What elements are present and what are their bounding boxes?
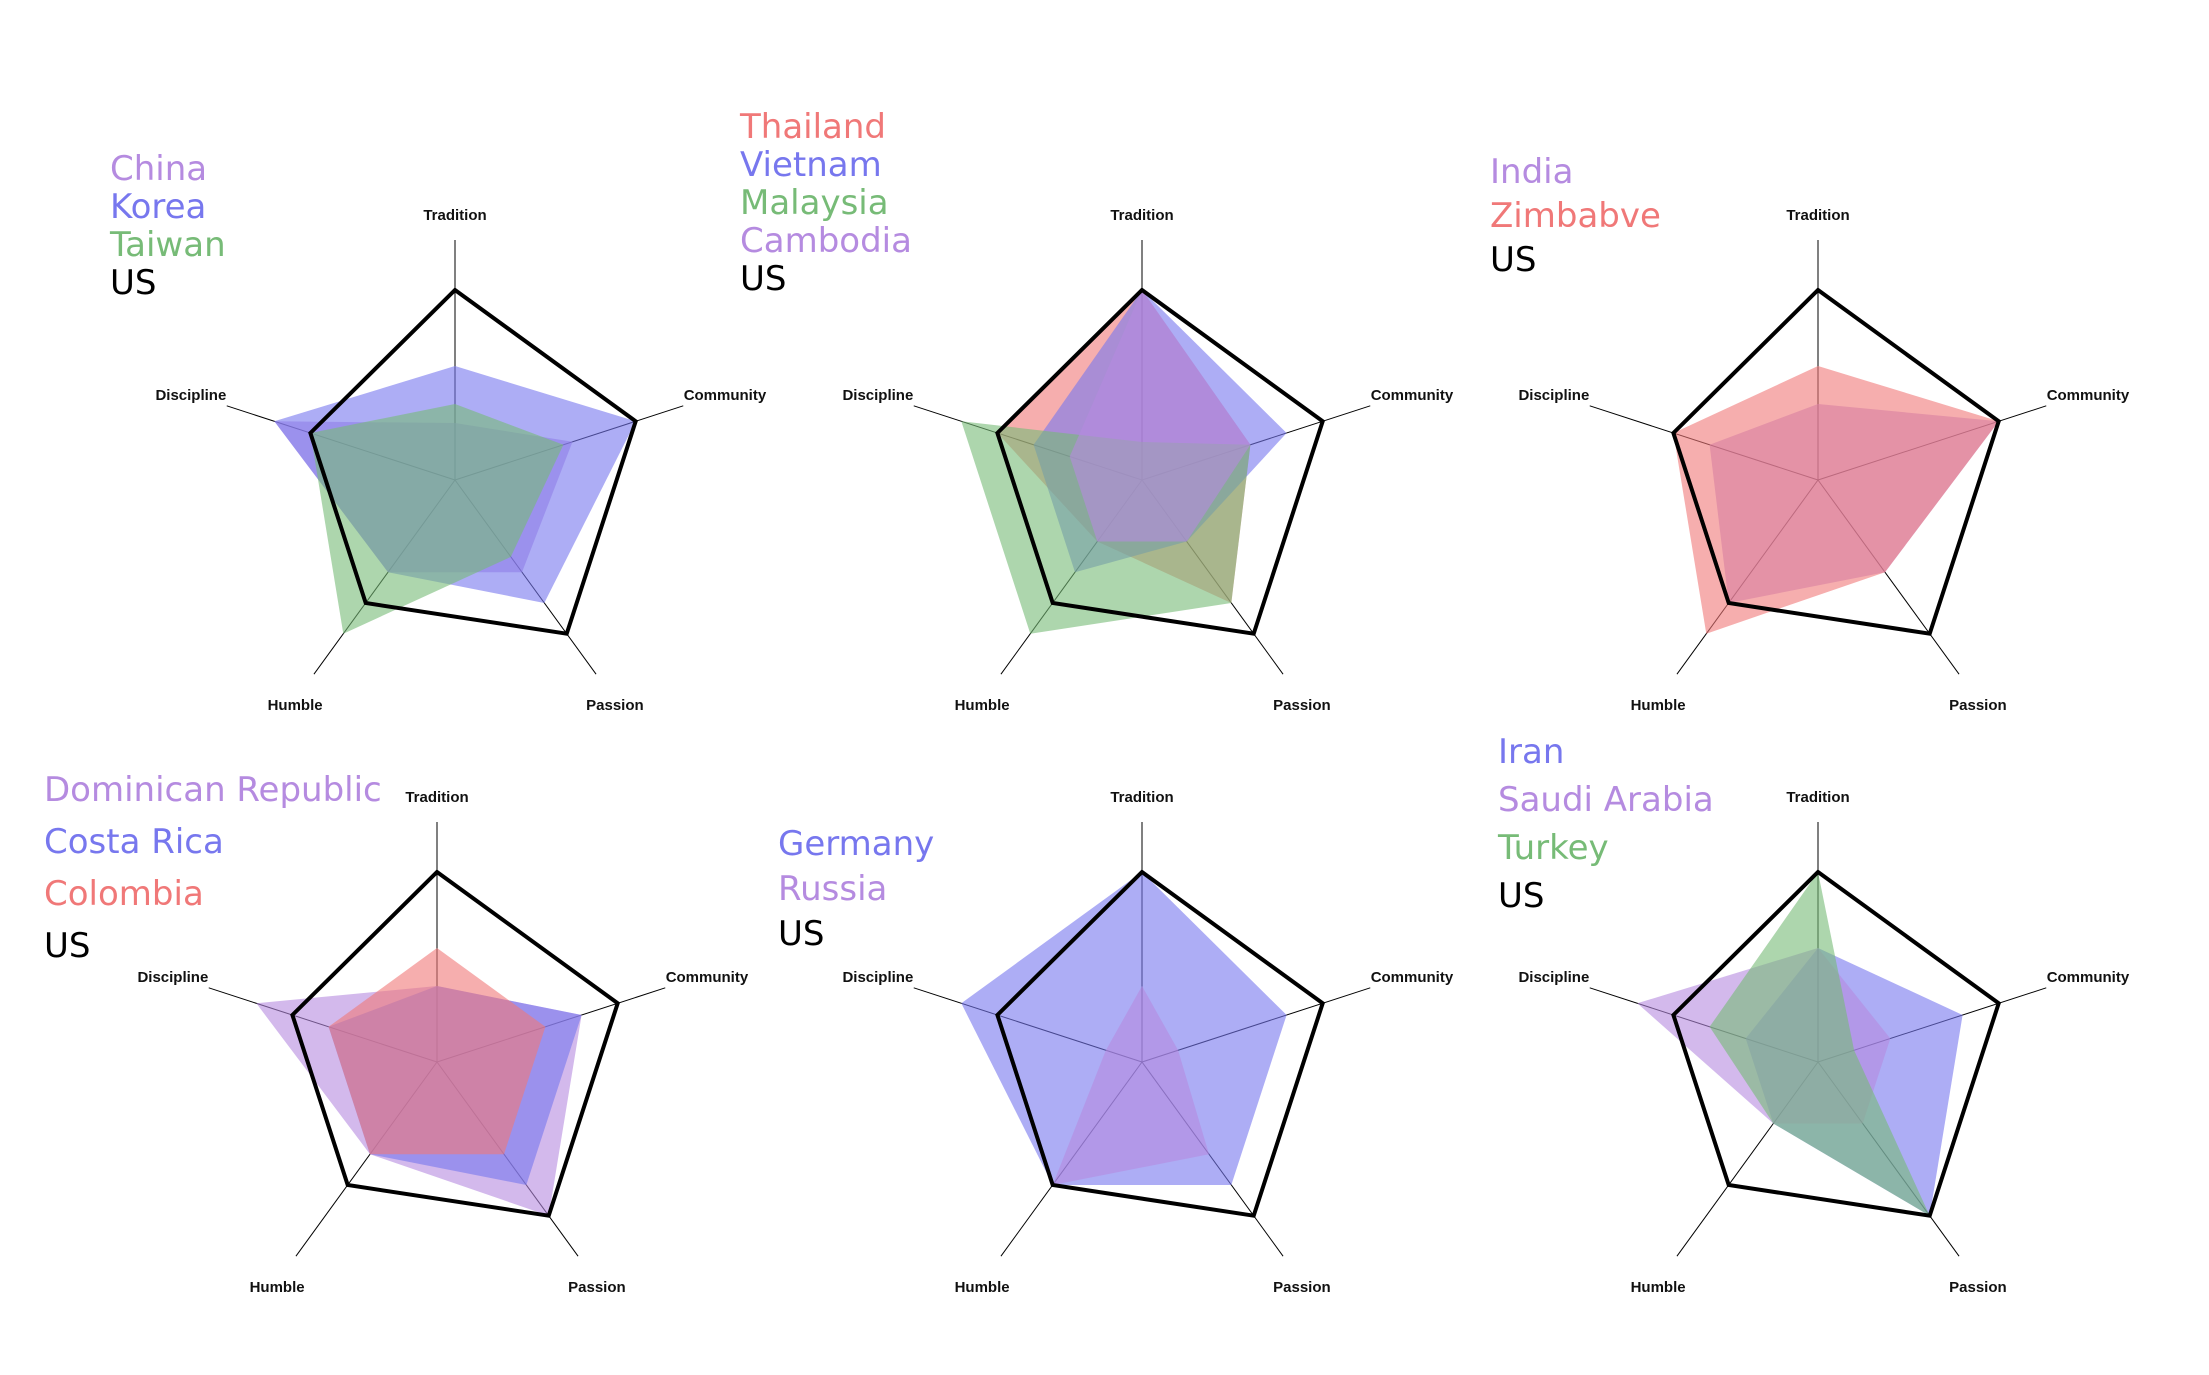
- axis-label-community: Community: [666, 969, 749, 986]
- legend-item: Turkey: [1498, 828, 1609, 868]
- axis-label-humble: Humble: [268, 697, 323, 714]
- axis-label-tradition: Tradition: [1110, 789, 1173, 806]
- axis-label-passion: Passion: [1949, 697, 2007, 714]
- axis-label-passion: Passion: [1273, 1279, 1331, 1296]
- axis-label-community: Community: [684, 387, 767, 404]
- axis-label-humble: Humble: [955, 1279, 1010, 1296]
- axis-label-passion: Passion: [568, 1279, 626, 1296]
- legend-4: Dominican Republic Costa Rica Colombia U…: [44, 764, 382, 972]
- axis-label-tradition: Tradition: [1110, 207, 1173, 224]
- axis-label-community: Community: [1371, 969, 1454, 986]
- legend-item: Germany: [778, 824, 935, 864]
- legend-item: China: [110, 149, 208, 189]
- legend-5: Germany Russia US: [778, 822, 934, 957]
- axis-label-tradition: Tradition: [1786, 789, 1849, 806]
- legend-2: Thailand Vietnam Malaysia Cambodia US: [740, 108, 912, 298]
- radar-chart-4: Tradition Community Passion Humble Disciplin…: [137, 789, 748, 1296]
- axis-label-passion: Passion: [1949, 1279, 2007, 1296]
- legend-item: US: [44, 926, 91, 966]
- legend-item: Dominican Republic: [44, 770, 382, 810]
- legend-item: Costa Rica: [44, 822, 224, 862]
- axis-label-passion: Passion: [1273, 697, 1331, 714]
- legend-item: Russia: [778, 869, 888, 909]
- legend-item: Thailand: [740, 107, 887, 147]
- axis-label-discipline: Discipline: [1518, 387, 1589, 404]
- legend-item: Iran: [1498, 732, 1565, 772]
- axis-label-passion: Passion: [586, 697, 644, 714]
- legend-1: China Korea Taiwan US: [110, 150, 226, 302]
- series-us-polygon: [995, 287, 1326, 636]
- series-turkey-polygon: [1709, 872, 1930, 1216]
- series-zimbabve-polygon: [1673, 366, 1999, 634]
- series-cambodia-polygon: [1069, 290, 1251, 542]
- series-taiwan-polygon: [310, 404, 564, 634]
- legend-item: Malaysia: [740, 183, 889, 223]
- series-russia-polygon: [1052, 986, 1209, 1185]
- legend-item: Saudi Arabia: [1498, 780, 1714, 820]
- legend-item: Taiwan: [110, 225, 226, 265]
- axis-label-humble: Humble: [1631, 697, 1686, 714]
- legend-item: Zimbabve: [1490, 196, 1661, 236]
- series-us-polygon: [995, 869, 1326, 1218]
- series-us-polygon: [308, 287, 639, 636]
- legend-item: US: [110, 263, 157, 303]
- axis-label-tradition: Tradition: [1786, 207, 1849, 224]
- axis-label-tradition: Tradition: [423, 207, 486, 224]
- axis-label-community: Community: [1371, 387, 1454, 404]
- axis-label-discipline: Discipline: [137, 969, 208, 986]
- series-colombia-polygon: [328, 948, 546, 1155]
- axis-label-discipline: Discipline: [842, 387, 913, 404]
- series-us-polygon: [1671, 287, 2002, 636]
- radar-chart-2: Tradition Community Passion Humble Disciplin…: [842, 207, 1453, 714]
- legend-item: Korea: [110, 187, 207, 227]
- radar-chart-5: Tradition Community Passion Humble Disciplin…: [842, 789, 1453, 1296]
- series-us-polygon: [290, 869, 621, 1218]
- axis-label-humble: Humble: [1631, 1279, 1686, 1296]
- axis-label-discipline: Discipline: [155, 387, 226, 404]
- axis-label-discipline: Discipline: [842, 969, 913, 986]
- legend-item: Colombia: [44, 874, 204, 914]
- legend-item: India: [1490, 152, 1574, 192]
- legend-6: Iran Saudi Arabia Turkey US: [1498, 728, 1714, 920]
- axis-label-discipline: Discipline: [1518, 969, 1589, 986]
- radar-chart-1: Tradition Community Passion Humble Disciplin…: [155, 207, 766, 714]
- radar-chart-6: Tradition Community Passion Humble Disciplin…: [1518, 789, 2129, 1296]
- series-us-polygon: [1671, 869, 2002, 1218]
- legend-item: Cambodia: [740, 221, 912, 261]
- axis-label-humble: Humble: [955, 697, 1010, 714]
- radar-chart-3: Tradition Community Passion Humble Disciplin…: [1518, 207, 2129, 714]
- axis-label-humble: Humble: [250, 1279, 305, 1296]
- legend-item: US: [778, 914, 825, 954]
- legend-3: India Zimbabve US: [1490, 150, 1661, 282]
- axis-label-community: Community: [2047, 969, 2130, 986]
- legend-item: Vietnam: [740, 145, 882, 185]
- legend-item: US: [1498, 876, 1545, 916]
- axis-label-tradition: Tradition: [405, 789, 468, 806]
- legend-item: US: [740, 259, 787, 299]
- axis-label-community: Community: [2047, 387, 2130, 404]
- legend-item: US: [1490, 240, 1537, 280]
